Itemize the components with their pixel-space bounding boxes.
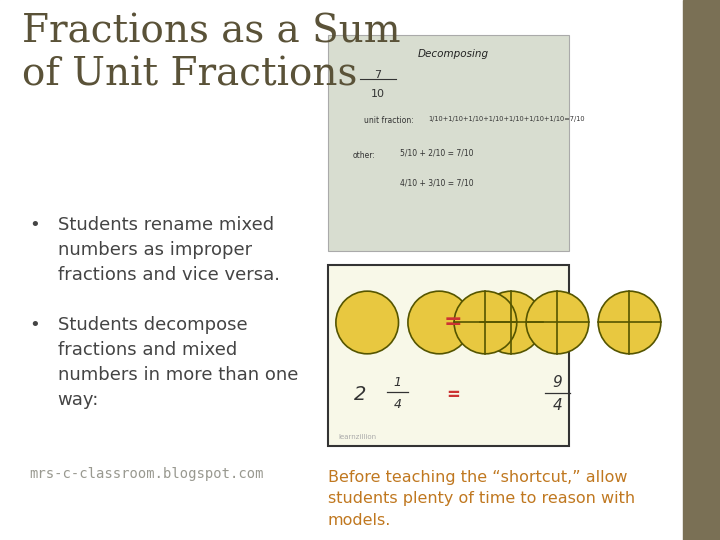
- Text: Fractions as a Sum
of Unit Fractions: Fractions as a Sum of Unit Fractions: [22, 14, 400, 93]
- Bar: [328, 265, 569, 446]
- Text: mrs-c-classroom.blogspot.com: mrs-c-classroom.blogspot.com: [29, 467, 264, 481]
- Ellipse shape: [408, 291, 471, 354]
- Text: =: =: [444, 313, 462, 333]
- Text: Before teaching the “shortcut,” allow
students plenty of time to reason with
mod: Before teaching the “shortcut,” allow st…: [328, 470, 635, 528]
- Text: =: =: [446, 386, 460, 404]
- Ellipse shape: [336, 291, 399, 354]
- Bar: [328, 35, 569, 251]
- Text: Students rename mixed
numbers as improper
fractions and vice versa.: Students rename mixed numbers as imprope…: [58, 216, 279, 284]
- Text: •: •: [29, 316, 40, 334]
- Text: 9: 9: [552, 375, 562, 390]
- Text: Decomposing: Decomposing: [418, 49, 489, 59]
- Ellipse shape: [480, 291, 543, 354]
- Text: unit fraction:: unit fraction:: [364, 116, 413, 125]
- Text: 4: 4: [393, 398, 402, 411]
- Text: 10: 10: [371, 89, 385, 99]
- Text: 1: 1: [393, 376, 402, 389]
- Text: other:: other:: [353, 151, 376, 160]
- Text: 2: 2: [354, 386, 366, 404]
- Text: Students decompose
fractions and mixed
numbers in more than one
way:: Students decompose fractions and mixed n…: [58, 316, 298, 409]
- Ellipse shape: [598, 291, 661, 354]
- Text: 7: 7: [374, 70, 382, 80]
- Ellipse shape: [526, 291, 589, 354]
- Text: 4: 4: [552, 398, 562, 413]
- Text: 1/10+1/10+1/10+1/10+1/10+1/10+1/10=7/10: 1/10+1/10+1/10+1/10+1/10+1/10+1/10=7/10: [428, 116, 585, 122]
- Text: learnzillion: learnzillion: [338, 434, 377, 440]
- Text: 4/10 + 3/10 = 7/10: 4/10 + 3/10 = 7/10: [400, 178, 473, 187]
- Text: 5/10 + 2/10 = 7/10: 5/10 + 2/10 = 7/10: [400, 148, 473, 158]
- Bar: [683, 0, 720, 540]
- Text: •: •: [29, 216, 40, 234]
- Ellipse shape: [454, 291, 517, 354]
